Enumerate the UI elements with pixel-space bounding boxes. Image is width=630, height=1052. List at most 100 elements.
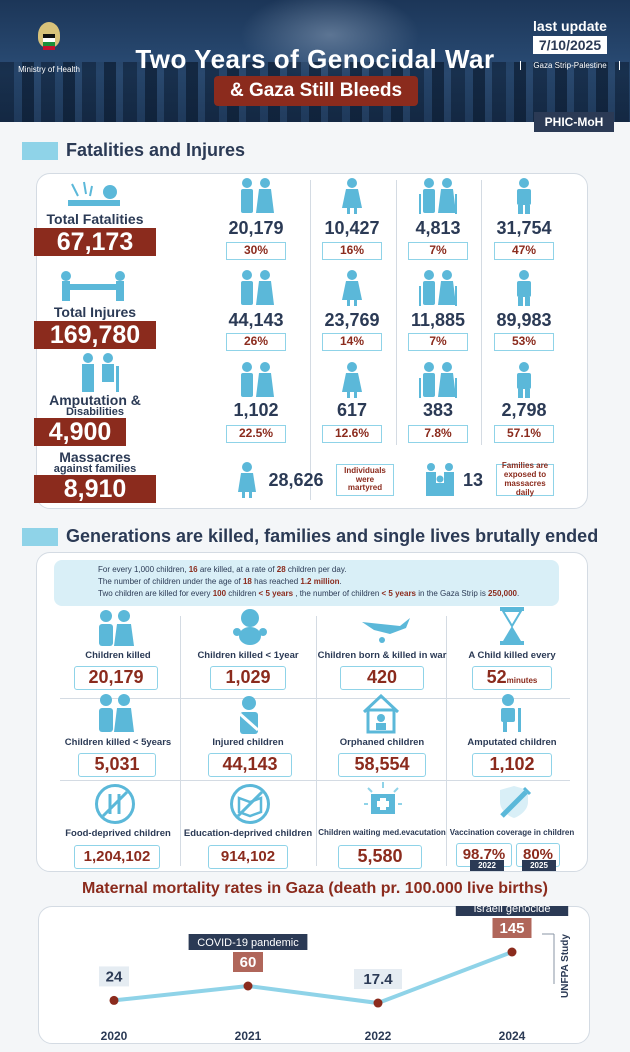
individuals-martyred-value: 28,626 — [268, 470, 324, 490]
annotation-covid-background — [188, 934, 308, 950]
value-label: 145 — [499, 920, 524, 937]
stat-value: 20,179 — [228, 218, 284, 238]
card-label-orphaned: Orphaned children — [339, 737, 425, 748]
stat-value: 4,813 — [415, 218, 461, 238]
annotation-covid: COVID-19 pandemic — [197, 937, 299, 949]
card-label-children-under-1: Children killed < 1year — [197, 650, 299, 661]
card-value-orphaned: 58,554 — [338, 753, 426, 777]
last-update-label: last update — [533, 18, 607, 34]
stat-percentage: 16% — [322, 242, 382, 260]
families-note: Families are exposed to massacres daily — [496, 462, 554, 497]
card-label-children-killed: Children killed — [85, 650, 151, 661]
amputation-label-line2: Disabilities — [65, 406, 125, 418]
massacres-label-line2: against families — [53, 463, 137, 475]
stat-value: 23,769 — [324, 310, 380, 330]
row-divider — [60, 698, 570, 699]
stork-plane-icon — [362, 618, 410, 643]
info-line-2: The number of children under the age of … — [98, 577, 342, 586]
x-tick-label: 2022 — [365, 1029, 392, 1043]
value-label-background — [354, 969, 402, 990]
section-heading-fatalities: Fatalities and Injures — [22, 140, 245, 161]
stat-percentage: 26% — [226, 333, 286, 351]
total-fatalities-value: 67,173 — [34, 228, 156, 256]
card-label-med-evacuation: Children waiting med.evacutation — [318, 828, 446, 837]
family-icon — [426, 463, 454, 496]
medical-kit-icon — [364, 782, 402, 814]
amputated-child-icon — [501, 694, 521, 732]
no-book-icon — [236, 790, 264, 818]
last-update-date: 7/10/2025 — [532, 36, 608, 54]
stat-value: 44,143 — [228, 310, 284, 330]
young-children-icon — [99, 694, 134, 732]
ministry-logo: Ministry of Health — [14, 22, 84, 74]
card-value-children-under-1: 1,029 — [210, 666, 286, 690]
amputation-label: Amputation & Disabilities — [40, 393, 150, 418]
data-point — [109, 995, 119, 1005]
woman-icon — [342, 270, 362, 306]
header-banner: Ministry of Health Two Years of Genocida… — [0, 0, 630, 122]
total-injures-label: Total Injures — [53, 304, 137, 320]
section-heading-text: Generations are killed, families and sin… — [66, 526, 599, 546]
stat-percentage: 7.8% — [408, 425, 468, 443]
value-label-background — [99, 966, 129, 987]
amputation-value: 4,900 — [34, 418, 126, 446]
card-label-food-deprived: Food-deprived children — [65, 828, 171, 839]
massacres-label: Massacres against families — [40, 449, 150, 475]
stat-percentage: 22.5% — [226, 425, 286, 443]
column-divider — [180, 616, 181, 866]
stat-value: 2,798 — [501, 400, 547, 420]
stat-value: 10,427 — [324, 218, 380, 238]
elderly-couple-icon — [419, 178, 457, 214]
stat-value: 1,102 — [233, 400, 279, 420]
baby-icon — [233, 609, 267, 645]
value-label: 24 — [106, 968, 123, 985]
value-label: 60 — [240, 954, 257, 971]
card-label-injured-children: Injured children — [212, 737, 284, 748]
families-daily-value: 13 — [462, 470, 484, 490]
data-point — [243, 981, 253, 991]
card-value-med-evacuation: 5,580 — [338, 845, 422, 869]
year-tag-2022: 2022 — [470, 860, 504, 871]
heading-bar-icon — [22, 527, 58, 546]
stat-percentage: 7% — [408, 242, 468, 260]
card-label-born-killed: Children born & killed in war — [317, 650, 447, 661]
value-label-background — [233, 952, 263, 972]
man-icon — [517, 178, 531, 214]
card-label-vaccination: Vaccination coverage in children — [449, 828, 575, 837]
stat-value: 11,885 — [410, 310, 466, 330]
section-heading-generations: Generations are killed, families and sin… — [22, 526, 598, 547]
stat-percentage: 12.6% — [322, 425, 382, 443]
column-divider — [396, 180, 397, 445]
woman-icon — [342, 178, 362, 214]
data-point — [373, 998, 383, 1008]
woman-icon — [238, 462, 256, 498]
location-label: Gaza Strip-Palestine — [520, 61, 620, 70]
stat-value: 617 — [336, 400, 368, 420]
total-injures-value: 169,780 — [34, 321, 156, 349]
source-label: UNFPA Study — [560, 934, 571, 998]
stat-value: 89,983 — [496, 310, 552, 330]
section-heading-text: Fatalities and Injures — [66, 140, 246, 160]
maternal-mortality-title: Maternal mortality rates in Gaza (death … — [82, 880, 548, 897]
card-value-injured-children: 44,143 — [208, 753, 292, 777]
stat-percentage: 47% — [494, 242, 554, 260]
series-line — [113, 950, 513, 1006]
card-value-food-deprived: 1,204,102 — [74, 845, 160, 869]
year-tag-2025: 2025 — [522, 860, 556, 871]
card-label-child-every: A Child killed every — [468, 650, 556, 661]
stretcher-icon — [61, 271, 125, 301]
massacres-label-line1: Massacres — [59, 449, 131, 465]
card-value-born-killed: 420 — [340, 666, 424, 690]
data-point — [507, 947, 517, 957]
massacres-value: 8,910 — [34, 475, 156, 503]
fatality-bed-icon — [68, 181, 120, 206]
education-deprived-icon — [230, 784, 270, 824]
x-tick-label: 2020 — [101, 1029, 128, 1043]
page-subtitle: & Gaza Still Bleeds — [214, 76, 418, 106]
column-divider — [446, 616, 447, 866]
page-title: Two Years of Genocidal War — [135, 44, 495, 74]
stat-percentage: 57.1% — [494, 425, 554, 443]
info-line-3: Two children are killed for every 100 ch… — [98, 589, 520, 598]
individuals-note: Individuals were martyred — [336, 464, 394, 496]
ministry-name: Ministry of Health — [18, 65, 80, 74]
